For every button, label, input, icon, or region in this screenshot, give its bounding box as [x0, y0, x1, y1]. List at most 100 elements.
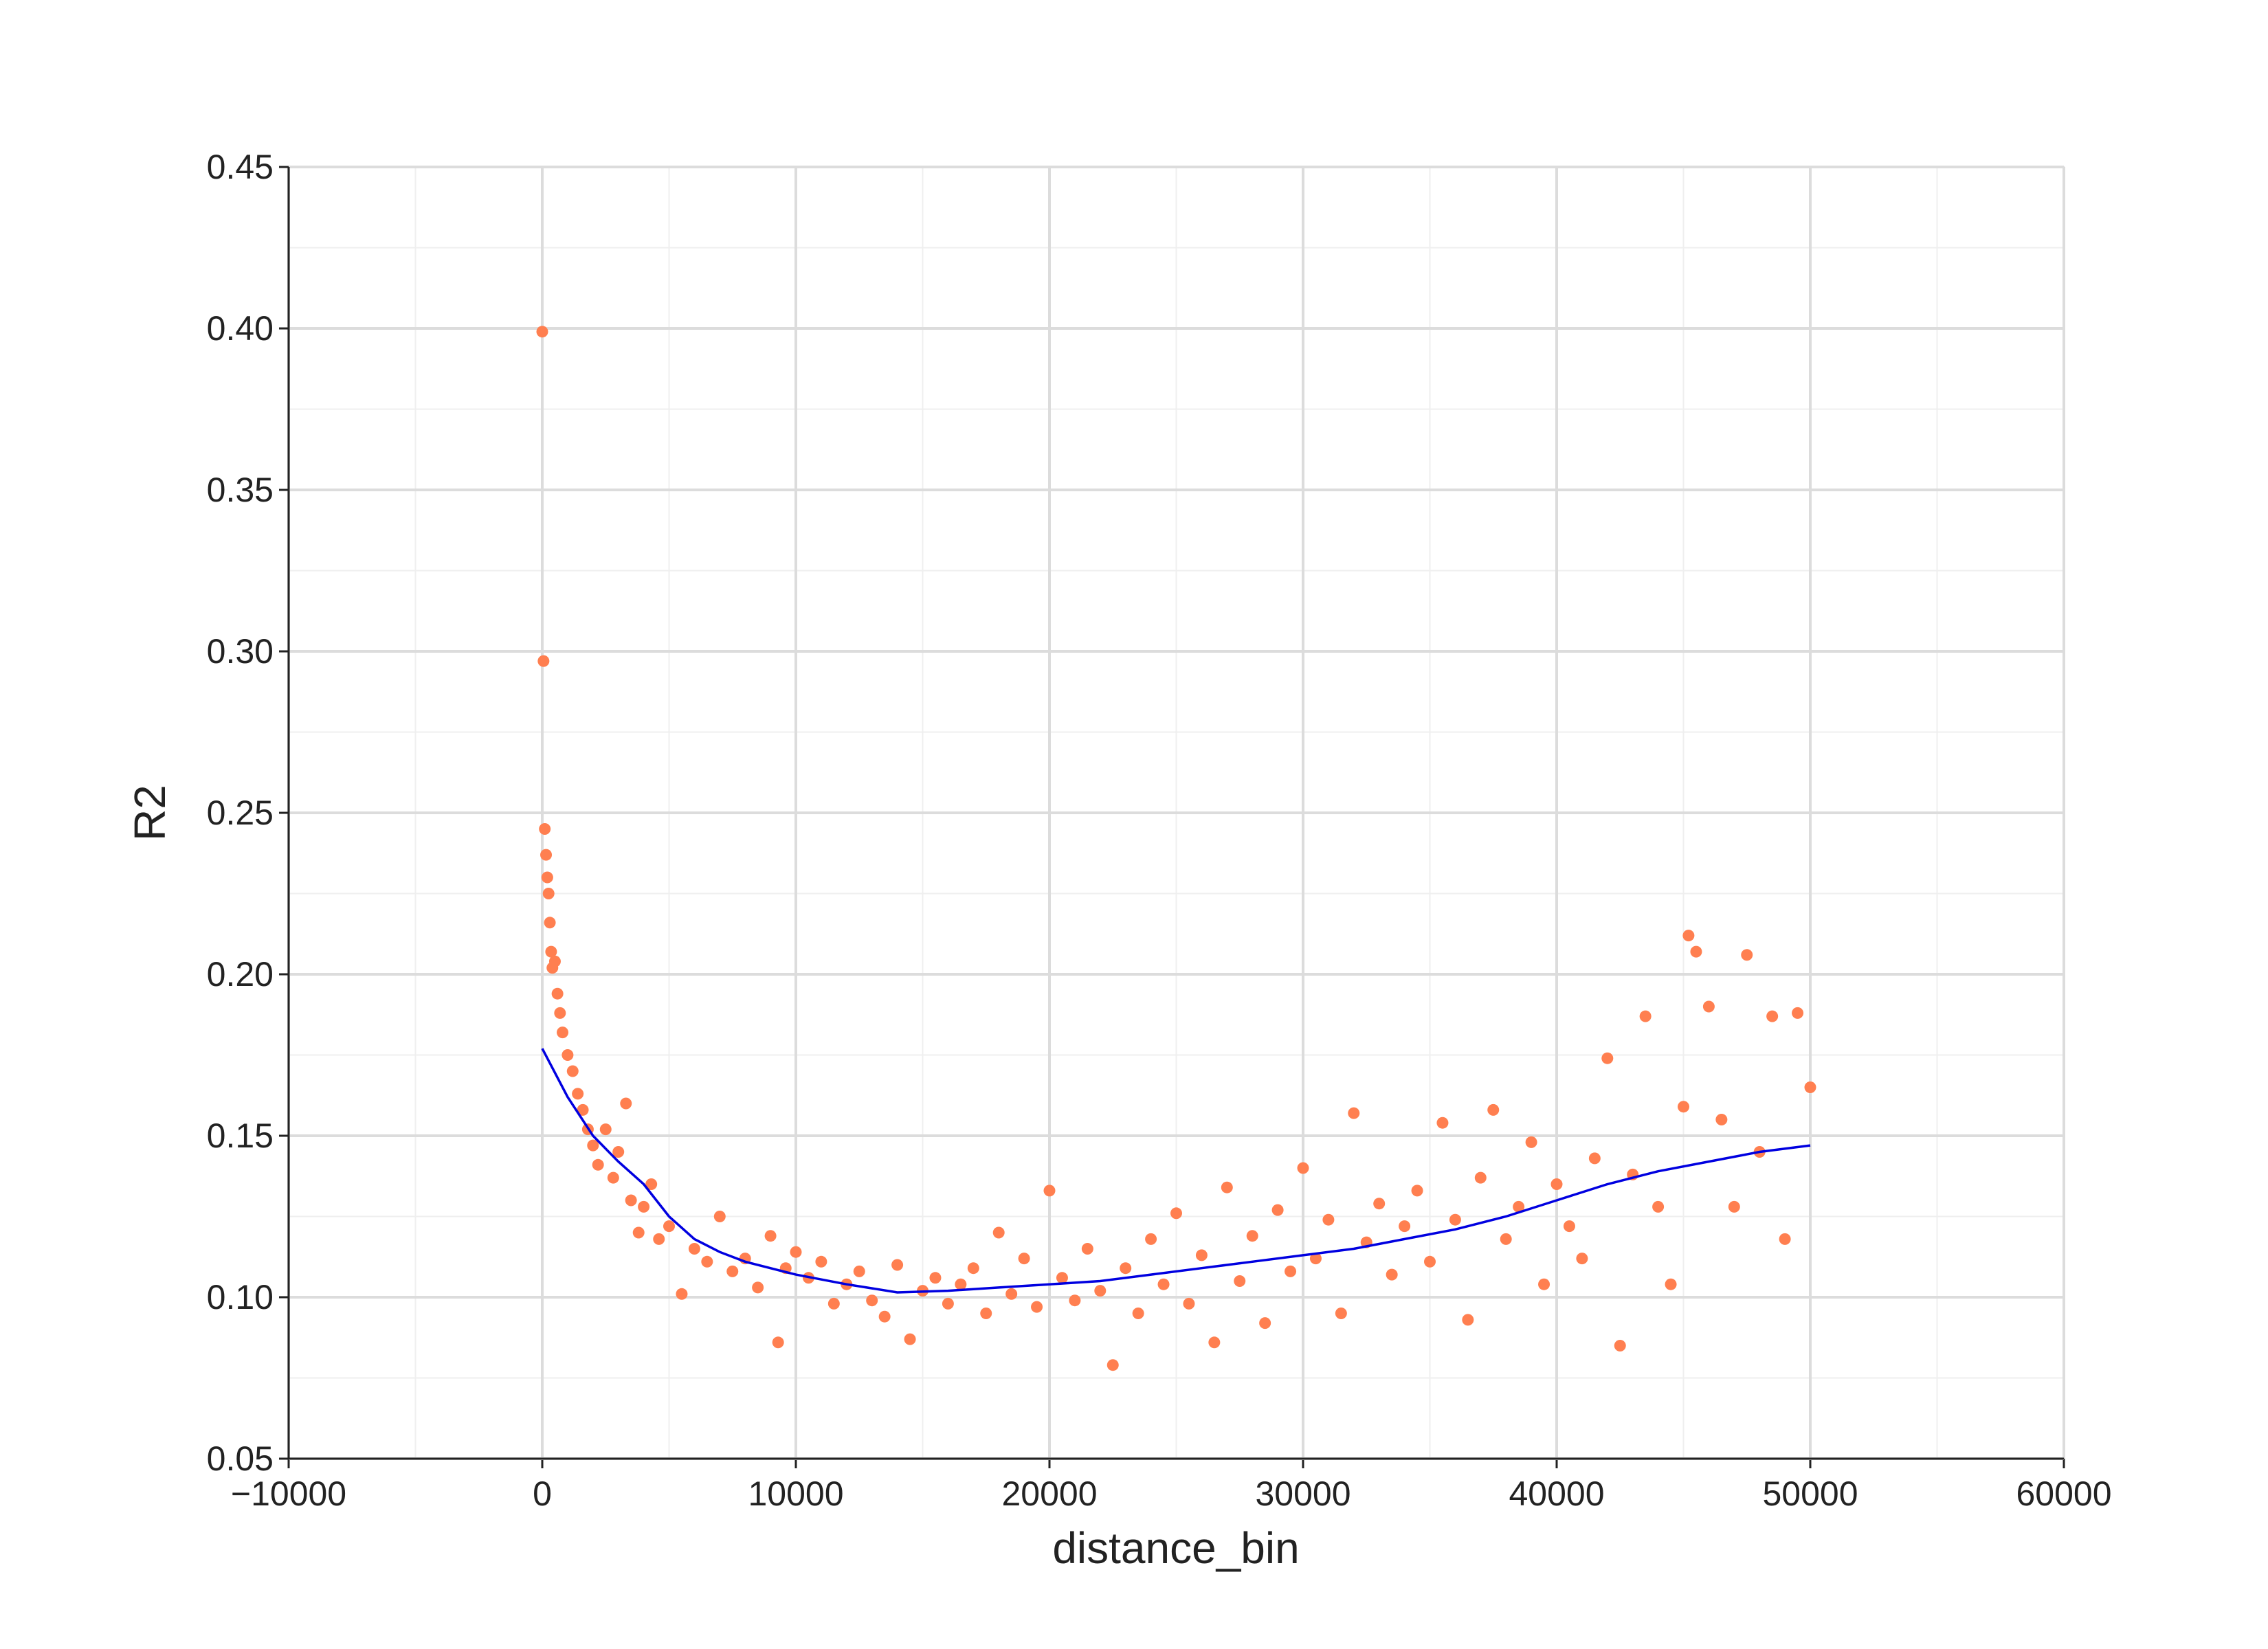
- scatter-point: [676, 1288, 688, 1300]
- x-tick-label: 60000: [2016, 1474, 2111, 1513]
- scatter-point: [1449, 1213, 1461, 1226]
- scatter-point: [688, 1243, 700, 1255]
- scatter-point: [1195, 1249, 1208, 1261]
- scatter-point: [1285, 1265, 1297, 1277]
- scatter-point: [815, 1255, 827, 1268]
- x-tick-label: 50000: [1762, 1474, 1858, 1513]
- scatter-point: [1170, 1207, 1182, 1220]
- scatter-point: [929, 1272, 942, 1284]
- scatter-point: [1487, 1103, 1500, 1116]
- scatter-point: [853, 1265, 865, 1277]
- scatter-point: [1348, 1107, 1360, 1119]
- scatter-point: [572, 1088, 584, 1100]
- x-tick-label: 30000: [1255, 1474, 1350, 1513]
- scatter-point: [607, 1171, 619, 1184]
- x-tick-label: 20000: [1001, 1474, 1097, 1513]
- y-tick-label: 0.20: [207, 955, 274, 994]
- scatter-point: [544, 917, 556, 929]
- scatter-point: [1588, 1152, 1601, 1165]
- x-tick-label: 10000: [748, 1474, 843, 1513]
- scatter-point: [653, 1233, 665, 1245]
- scatter-point: [980, 1308, 992, 1319]
- scatter-point: [1031, 1301, 1043, 1313]
- scatter-point: [701, 1255, 713, 1268]
- scatter-point: [625, 1194, 637, 1207]
- y-tick-label: 0.30: [207, 632, 274, 671]
- x-tick-label: 40000: [1509, 1474, 1604, 1513]
- scatter-point: [612, 1146, 625, 1158]
- scatter-point: [548, 955, 561, 967]
- scatter-point: [663, 1220, 675, 1233]
- scatter-point: [1411, 1185, 1423, 1197]
- scatter-point: [1069, 1294, 1081, 1307]
- scatter-point: [1094, 1285, 1107, 1297]
- x-tick-label: −10000: [231, 1474, 346, 1513]
- scatter-point: [1652, 1200, 1665, 1213]
- scatter-point: [866, 1294, 878, 1307]
- scatter-point: [645, 1178, 658, 1190]
- scatter-point: [713, 1211, 726, 1222]
- scatter-point: [1601, 1052, 1614, 1064]
- scatter-point: [1715, 1114, 1728, 1125]
- scatter-point: [726, 1265, 739, 1277]
- scatter-point: [536, 326, 548, 338]
- scatter-point: [541, 871, 553, 884]
- scatter-point: [1462, 1314, 1474, 1326]
- scatter-point: [577, 1103, 589, 1116]
- scatter-point: [772, 1336, 784, 1349]
- scatter-point: [1538, 1278, 1550, 1290]
- x-tick-label: 0: [533, 1474, 552, 1513]
- scatter-point: [1386, 1268, 1398, 1281]
- scatter-point: [557, 1027, 569, 1039]
- scatter-point: [1678, 1101, 1689, 1113]
- scatter-point: [1259, 1317, 1271, 1330]
- scatter-point: [1682, 930, 1695, 942]
- y-axis-label: R2: [125, 785, 175, 841]
- scatter-point: [1525, 1136, 1537, 1148]
- scatter-point: [1665, 1278, 1677, 1290]
- scatter-point: [1500, 1233, 1512, 1245]
- y-tick-label: 0.15: [207, 1117, 274, 1155]
- scatter-point: [1043, 1185, 1056, 1197]
- scatter-point: [1639, 1010, 1652, 1022]
- scatter-point: [566, 1065, 579, 1077]
- scatter-point: [554, 1007, 566, 1019]
- scatter-point: [1120, 1262, 1132, 1275]
- scatter-point: [1183, 1297, 1195, 1310]
- scatter-point: [1056, 1272, 1068, 1284]
- scatter-point: [1550, 1178, 1563, 1190]
- scatter-point: [1563, 1220, 1575, 1233]
- scatter-point: [1234, 1275, 1246, 1287]
- x-axis-label: distance_bin: [1052, 1523, 1299, 1573]
- scatter-point: [539, 823, 551, 835]
- scatter-point: [942, 1297, 954, 1310]
- scatter-point: [790, 1246, 802, 1258]
- scatter-point: [587, 1139, 599, 1152]
- scatter-point: [1399, 1220, 1411, 1233]
- scatter-point: [1221, 1181, 1233, 1193]
- scatter-point: [1779, 1233, 1791, 1245]
- scatter-point: [827, 1297, 840, 1310]
- scatter-point: [967, 1262, 979, 1275]
- scatter-point: [562, 1049, 574, 1061]
- scatter-point: [1373, 1198, 1386, 1210]
- scatter-point: [1436, 1117, 1449, 1129]
- scatter-point: [1576, 1253, 1588, 1265]
- scatter-point: [1297, 1162, 1309, 1174]
- y-tick-label: 0.35: [207, 471, 274, 509]
- scatter-point: [632, 1226, 645, 1239]
- scatter-point: [545, 945, 557, 958]
- scatter-point: [537, 655, 550, 667]
- smooth-line: [541, 1048, 1811, 1294]
- y-tick-label: 0.45: [207, 148, 274, 186]
- scatter-point: [1005, 1288, 1018, 1300]
- scatter-point: [1132, 1308, 1144, 1319]
- scatter-point: [1804, 1081, 1816, 1093]
- scatter-point: [1322, 1213, 1335, 1226]
- scatter-point: [542, 888, 555, 899]
- y-tick-label: 0.05: [207, 1439, 274, 1478]
- scatter-point: [620, 1097, 632, 1110]
- scatter-point: [1309, 1253, 1322, 1265]
- y-tick-label: 0.10: [207, 1278, 274, 1316]
